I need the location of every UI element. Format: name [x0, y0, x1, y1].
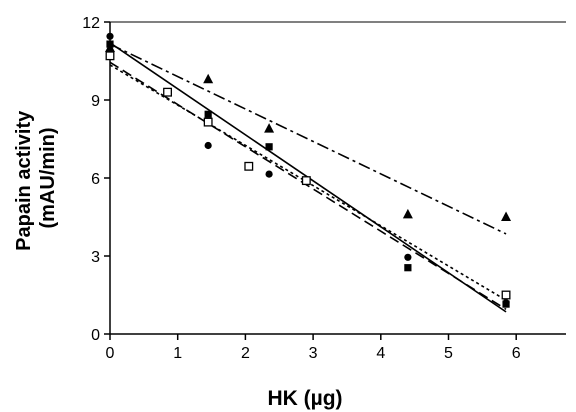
data-point-open-square	[501, 290, 511, 300]
data-point-triangle	[264, 123, 275, 133]
data-point-circle	[265, 170, 273, 178]
fit-line-triangle-filled	[109, 43, 507, 235]
data-point-triangle	[105, 42, 115, 52]
data-point-open-square	[244, 161, 254, 171]
y-tick-label: 3	[91, 249, 100, 266]
data-point-triangle	[501, 211, 512, 221]
data-point-circle	[204, 141, 212, 150]
x-tick-label: 5	[444, 345, 453, 362]
x-axis-title: HK (µg)	[267, 387, 342, 410]
data-point-circle	[106, 32, 114, 40]
x-tick-label: 3	[309, 345, 318, 362]
data-point-triangle	[203, 73, 214, 84]
data-point-open-square	[301, 176, 311, 186]
y-axis-title-line2: (mAU/min)	[37, 127, 59, 228]
data-point-open-square	[203, 117, 213, 127]
x-ticks: 01234567	[106, 334, 521, 362]
data-point-circle	[404, 253, 412, 261]
data-point-square	[404, 264, 412, 272]
markers	[105, 32, 512, 308]
data-point-open-square	[105, 51, 115, 61]
y-tick-label: 0	[91, 327, 100, 344]
x-tick-label: 4	[376, 345, 385, 362]
y-tick-label: 6	[91, 171, 100, 188]
x-tick-label: 6	[512, 345, 521, 362]
data-point-triangle	[402, 208, 413, 219]
data-point-square	[502, 300, 510, 308]
data-point-square	[204, 110, 212, 118]
x-tick-label: 1	[173, 345, 182, 362]
y-axis-title-line1: Papain activity	[13, 110, 35, 251]
y-tick-label: 9	[91, 93, 100, 110]
data-point-open-square	[163, 87, 172, 97]
fit-line-square-filled	[109, 61, 507, 310]
x-tick-label: 2	[241, 345, 250, 362]
data-point-square	[265, 143, 273, 151]
x-tick-label: 0	[106, 345, 115, 362]
y-tick-label: 12	[82, 15, 100, 32]
y-ticks: 0 3 6 9 12	[82, 15, 110, 344]
y-axis-title: Papain activity (mAU/min)	[13, 105, 59, 251]
